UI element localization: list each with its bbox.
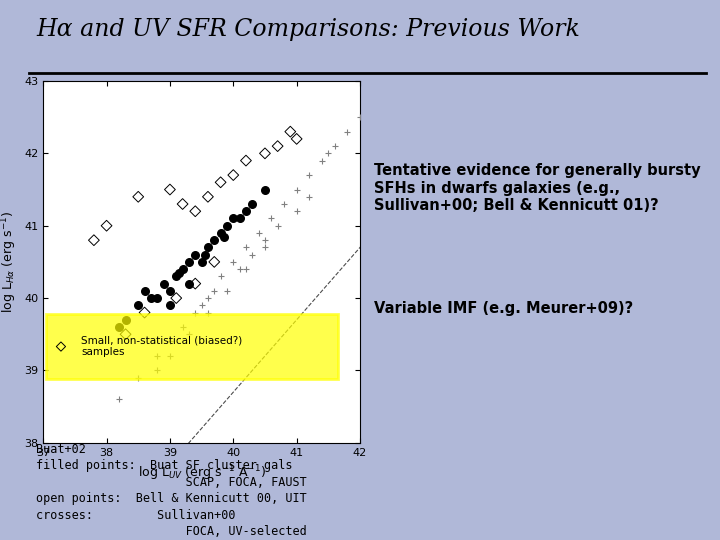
Point [189, 279, 201, 288]
Point [101, 221, 112, 230]
Point [88, 236, 99, 245]
Point [266, 214, 277, 223]
Point [291, 207, 302, 215]
Point [177, 200, 189, 208]
Point [234, 214, 246, 223]
Point [151, 352, 163, 360]
Text: crosses:         Sullivan+00: crosses: Sullivan+00 [36, 509, 235, 522]
Point [164, 301, 176, 309]
Text: FOCA, UV-selected: FOCA, UV-selected [36, 525, 307, 538]
Point [199, 251, 210, 259]
Point [228, 171, 239, 179]
Point [240, 243, 252, 252]
Text: Tentative evidence for generally bursty
SFHs in dwarfs galaxies (e.g.,
Sullivan+: Tentative evidence for generally bursty … [374, 163, 701, 213]
Point [221, 221, 233, 230]
Point [196, 301, 207, 309]
Point [171, 294, 182, 302]
Text: Variable IMF (e.g. Meurer+09)?: Variable IMF (e.g. Meurer+09)? [374, 301, 634, 316]
Point [215, 228, 226, 237]
Point [120, 315, 131, 324]
Point [259, 185, 271, 194]
Point [164, 185, 176, 194]
Point [246, 251, 258, 259]
Point [234, 265, 246, 273]
Point [139, 287, 150, 295]
Point [259, 236, 271, 245]
Point [120, 330, 131, 339]
Point [278, 200, 289, 208]
Point [329, 142, 341, 151]
Point [202, 243, 214, 252]
Point [132, 373, 144, 382]
Point [183, 258, 194, 266]
Text: Hα and UV SFR Comparisons: Previous Work: Hα and UV SFR Comparisons: Previous Work [36, 18, 580, 40]
Point [177, 265, 189, 273]
Point [221, 287, 233, 295]
Point [240, 207, 252, 215]
Point [164, 287, 176, 295]
Text: open points:  Bell & Kennicutt 00, UIT: open points: Bell & Kennicutt 00, UIT [36, 492, 307, 505]
Point [304, 171, 315, 179]
Point [189, 207, 201, 215]
Point [209, 236, 220, 245]
Point [209, 258, 220, 266]
Point [164, 337, 176, 346]
Point [55, 342, 67, 351]
Point [240, 156, 252, 165]
Point [209, 287, 220, 295]
Point [171, 272, 182, 281]
Text: filled points:  Buat SF cluster gals: filled points: Buat SF cluster gals [36, 460, 292, 472]
Text: SCAP, FOCA, FAUST: SCAP, FOCA, FAUST [36, 476, 307, 489]
Y-axis label: log L$_{H\alpha}$ (erg s$^{-1}$): log L$_{H\alpha}$ (erg s$^{-1}$) [0, 211, 19, 313]
Text: Small, non-statistical (biased?)
samples: Small, non-statistical (biased?) samples [81, 336, 243, 357]
Point [272, 221, 284, 230]
Point [189, 308, 201, 317]
Point [164, 352, 176, 360]
Point [304, 192, 315, 201]
Point [246, 200, 258, 208]
Point [354, 113, 366, 122]
Point [316, 156, 328, 165]
Point [259, 243, 271, 252]
Point [284, 127, 296, 136]
Point [259, 149, 271, 158]
Point [145, 294, 157, 302]
Point [323, 149, 334, 158]
Point [139, 308, 150, 317]
Point [132, 301, 144, 309]
Point [218, 232, 230, 241]
Point [183, 279, 194, 288]
Point [189, 251, 201, 259]
Point [158, 279, 169, 288]
Point [253, 228, 264, 237]
Point [202, 192, 214, 201]
X-axis label: log L$_{UV}$ (erg s$^{-1}$ A$^{-1}$): log L$_{UV}$ (erg s$^{-1}$ A$^{-1}$) [138, 463, 266, 483]
Point [215, 272, 226, 281]
Point [196, 258, 207, 266]
Point [177, 323, 189, 332]
FancyBboxPatch shape [46, 314, 338, 379]
Point [202, 294, 214, 302]
Point [272, 142, 284, 151]
Point [183, 330, 194, 339]
Point [174, 268, 185, 277]
Point [291, 185, 302, 194]
Point [228, 214, 239, 223]
Point [228, 258, 239, 266]
Point [114, 395, 125, 404]
Point [202, 308, 214, 317]
Point [215, 178, 226, 187]
Text: Buat+02: Buat+02 [36, 443, 86, 456]
Point [114, 323, 125, 332]
Point [291, 134, 302, 143]
Point [151, 366, 163, 375]
Point [341, 127, 353, 136]
Point [240, 265, 252, 273]
Point [151, 294, 163, 302]
Point [132, 192, 144, 201]
